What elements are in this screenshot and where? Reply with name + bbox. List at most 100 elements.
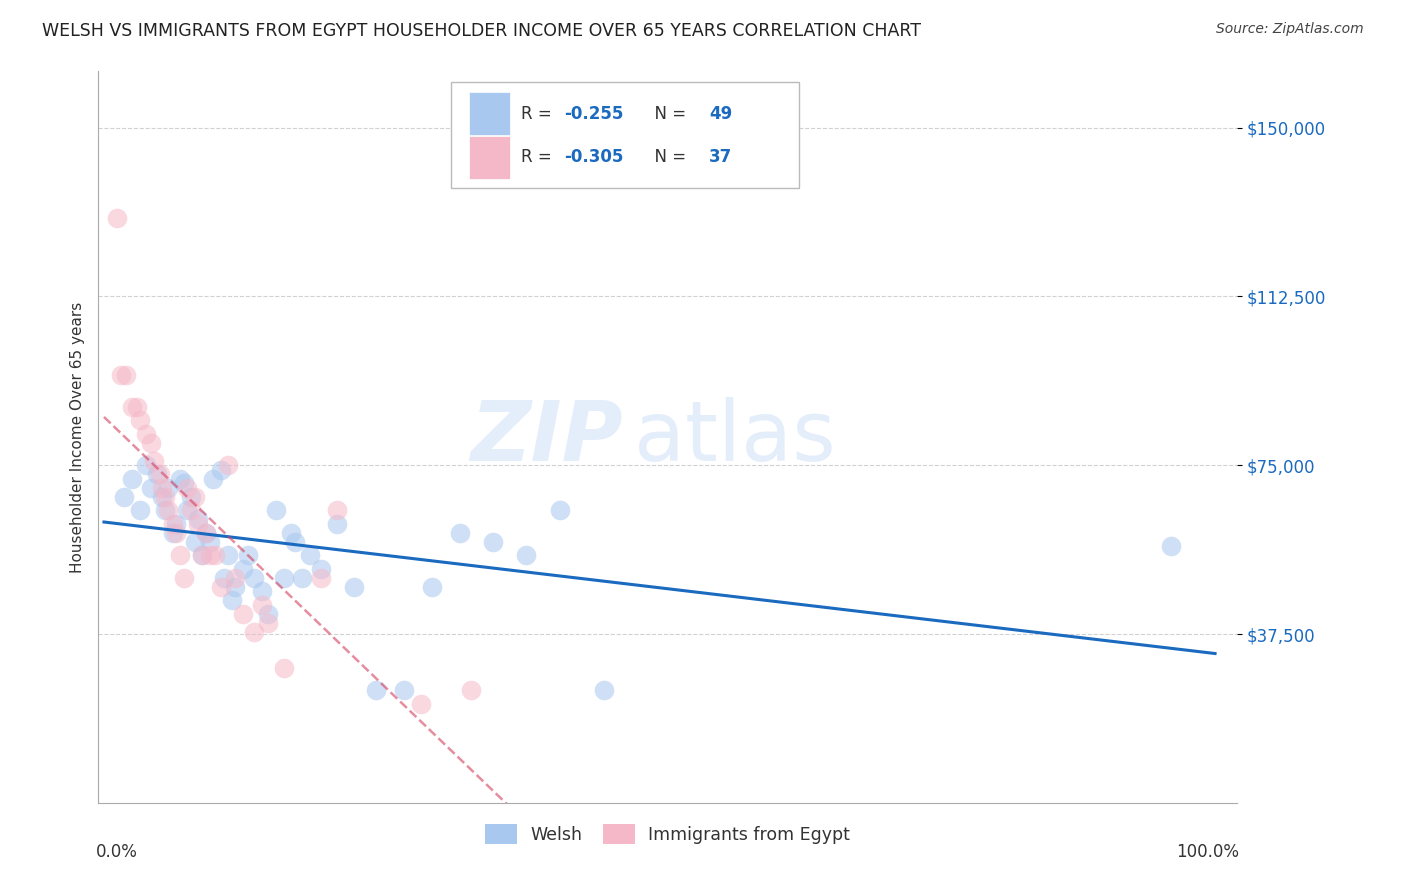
Point: [593, 683, 616, 698]
Text: R =: R =: [522, 148, 557, 166]
Point: [190, 548, 212, 562]
Point: [146, 467, 169, 482]
Text: R =: R =: [522, 104, 557, 122]
Point: [165, 516, 187, 531]
Point: [460, 683, 482, 698]
Text: -0.305: -0.305: [564, 148, 624, 166]
Text: -0.255: -0.255: [564, 104, 624, 122]
Point: [221, 593, 243, 607]
Point: [273, 661, 295, 675]
Point: [187, 512, 209, 526]
Point: [298, 548, 321, 562]
Point: [128, 413, 150, 427]
Point: [273, 571, 295, 585]
Text: WELSH VS IMMIGRANTS FROM EGYPT HOUSEHOLDER INCOME OVER 65 YEARS CORRELATION CHAR: WELSH VS IMMIGRANTS FROM EGYPT HOUSEHOLD…: [42, 22, 921, 40]
Point: [392, 683, 415, 698]
Point: [180, 490, 202, 504]
Point: [217, 548, 239, 562]
Point: [150, 481, 173, 495]
Point: [1160, 539, 1182, 553]
Point: [257, 615, 280, 630]
FancyBboxPatch shape: [468, 136, 509, 178]
Point: [176, 481, 198, 495]
Text: 0.0%: 0.0%: [96, 843, 138, 861]
Point: [224, 580, 246, 594]
Point: [184, 534, 207, 549]
Point: [153, 490, 176, 504]
Point: [217, 458, 239, 473]
Point: [326, 503, 349, 517]
FancyBboxPatch shape: [451, 82, 799, 188]
FancyBboxPatch shape: [468, 92, 509, 136]
Point: [121, 472, 143, 486]
Point: [243, 624, 266, 639]
Point: [548, 503, 571, 517]
Point: [180, 503, 202, 517]
Text: 100.0%: 100.0%: [1177, 843, 1240, 861]
Text: ZIP: ZIP: [470, 397, 623, 477]
Point: [343, 580, 366, 594]
Point: [169, 548, 191, 562]
Point: [243, 571, 266, 585]
Point: [284, 534, 307, 549]
Text: Source: ZipAtlas.com: Source: ZipAtlas.com: [1216, 22, 1364, 37]
Point: [135, 458, 157, 473]
Point: [420, 580, 443, 594]
Point: [232, 562, 254, 576]
Point: [198, 548, 221, 562]
Point: [184, 490, 207, 504]
Point: [515, 548, 537, 562]
Text: 49: 49: [709, 104, 733, 122]
Text: N =: N =: [644, 104, 692, 122]
Point: [162, 525, 184, 540]
Point: [157, 481, 180, 495]
Point: [176, 503, 198, 517]
Point: [482, 534, 505, 549]
Point: [173, 571, 195, 585]
Point: [238, 548, 260, 562]
Point: [264, 503, 287, 517]
Text: 37: 37: [709, 148, 733, 166]
Point: [195, 525, 218, 540]
Point: [143, 453, 166, 467]
Point: [209, 580, 232, 594]
Point: [162, 516, 184, 531]
Point: [150, 490, 173, 504]
Point: [105, 211, 128, 225]
Point: [169, 472, 191, 486]
Point: [127, 400, 149, 414]
Point: [198, 534, 221, 549]
Y-axis label: Householder Income Over 65 years: Householder Income Over 65 years: [69, 301, 84, 573]
Point: [115, 368, 138, 383]
Point: [250, 598, 273, 612]
Point: [110, 368, 132, 383]
Point: [309, 562, 332, 576]
Point: [326, 516, 349, 531]
Point: [165, 525, 187, 540]
Point: [201, 472, 224, 486]
Point: [157, 503, 180, 517]
Point: [409, 697, 432, 711]
Point: [204, 548, 226, 562]
Point: [128, 503, 150, 517]
Point: [139, 435, 162, 450]
Point: [187, 516, 209, 531]
Point: [291, 571, 314, 585]
Point: [366, 683, 388, 698]
Point: [173, 476, 195, 491]
Point: [212, 571, 235, 585]
Point: [139, 481, 162, 495]
Point: [309, 571, 332, 585]
Point: [190, 548, 212, 562]
Point: [153, 503, 176, 517]
Point: [209, 463, 232, 477]
Point: [121, 400, 143, 414]
Point: [224, 571, 246, 585]
Point: [280, 525, 302, 540]
Point: [250, 584, 273, 599]
Legend: Welsh, Immigrants from Egypt: Welsh, Immigrants from Egypt: [479, 819, 856, 849]
Point: [148, 467, 170, 482]
Text: atlas: atlas: [634, 397, 835, 477]
Point: [449, 525, 471, 540]
Point: [232, 607, 254, 621]
